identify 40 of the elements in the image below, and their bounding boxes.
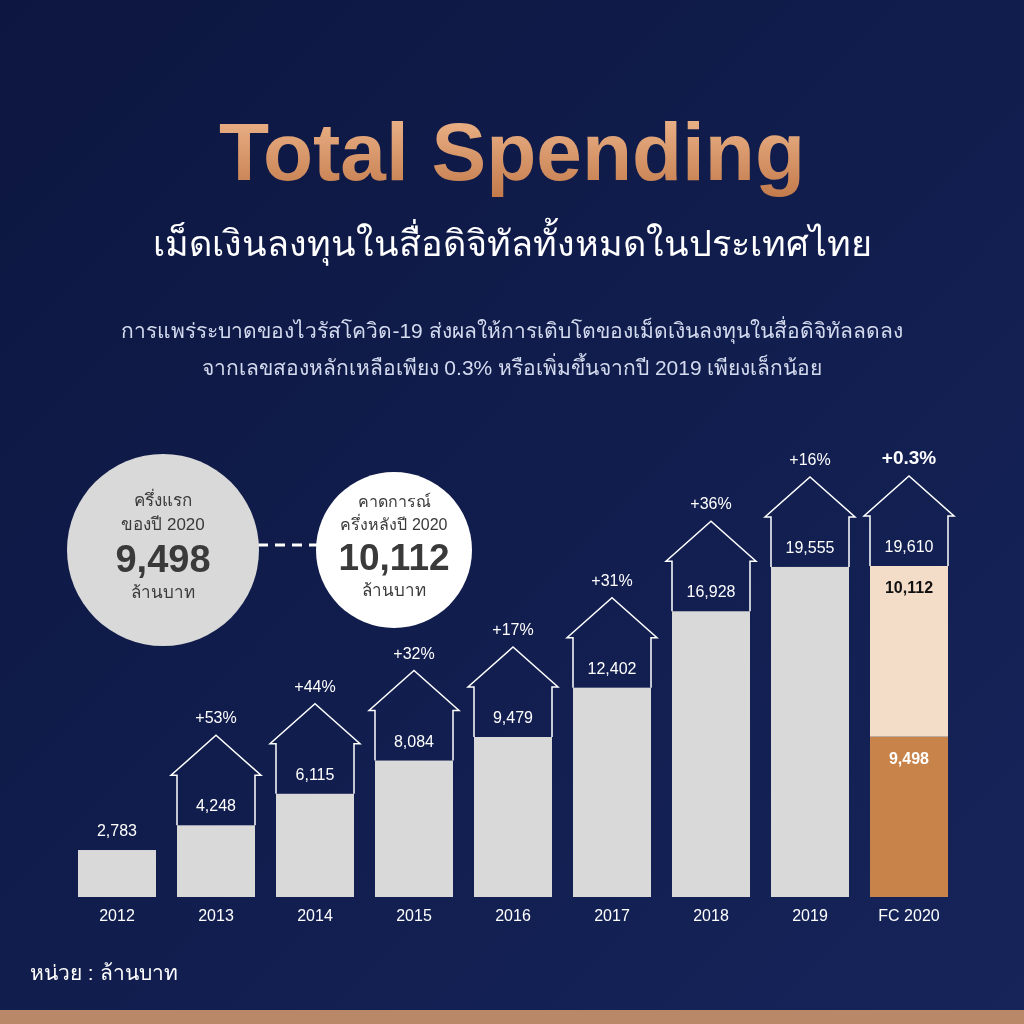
data-label: 9,479 xyxy=(492,709,534,726)
annotation: +17% xyxy=(492,621,534,638)
text: หน่วย : ล้านบาท xyxy=(30,961,178,984)
annotation: +32% xyxy=(393,644,435,662)
annotation: +31% xyxy=(591,571,633,589)
text: การแพร่ระบาดของไวรัสโควิด-19 ส่งผลให้การเติบโตของเม็ดเงินลงทุนในสื่อดิจิทัลลดลง xyxy=(121,316,903,344)
data-label: 10,112 xyxy=(884,579,934,596)
x-tick-label: 2018 xyxy=(693,907,729,924)
data-label: 9,498 xyxy=(888,749,930,767)
chart-subtitle: เม็ดเงินลงทุนในสื่อดิจิทัลทั้งหมดในประเทศไทย xyxy=(152,217,872,266)
data-label: 12,402 xyxy=(587,659,637,677)
chart-title: Total Spending xyxy=(218,106,806,197)
annotation: 10,112 xyxy=(338,537,450,578)
text: +16% xyxy=(789,450,831,468)
data-label: 16,928 xyxy=(686,583,736,601)
text: จากเลขสองหลักเหลือเพียง 0.3% หรือเพิ่มขึ้นจากปี 2019 เพียงเล็กน้อย xyxy=(201,353,823,379)
x-tick-label: 2012 xyxy=(99,907,135,924)
x-tick-label: 2017 xyxy=(594,907,630,924)
data-label: 8,084 xyxy=(393,732,435,750)
text: คาดการณ์ xyxy=(357,493,431,510)
annotation: +53% xyxy=(195,709,237,727)
data-label: 2,783 xyxy=(96,822,138,840)
x-tick-label: FC 2020 xyxy=(878,907,940,924)
annotation: 9,498 xyxy=(115,538,211,580)
x-tick-label: 2014 xyxy=(297,907,333,924)
text: +0.3% xyxy=(881,447,937,468)
annotation: ล้านบาท xyxy=(131,583,195,602)
x-tick-label: 2015 xyxy=(396,907,432,924)
text: +36% xyxy=(690,495,732,513)
data-label: 4,248 xyxy=(195,797,237,815)
data-label: 6,115 xyxy=(295,765,335,783)
x-tick-label: 2013 xyxy=(198,907,234,924)
annotation: ล้านบาท xyxy=(362,581,426,600)
text: ครึ่งหลังปี 2020 xyxy=(340,516,448,533)
data-label: 19,555 xyxy=(785,538,835,556)
x-tick-label: 2016 xyxy=(495,907,531,924)
x-tick-label: 2019 xyxy=(792,907,828,924)
annotation: +44% xyxy=(294,677,336,695)
text: ของปี 2020 xyxy=(121,515,205,534)
total-label: 19,610 xyxy=(884,538,934,555)
